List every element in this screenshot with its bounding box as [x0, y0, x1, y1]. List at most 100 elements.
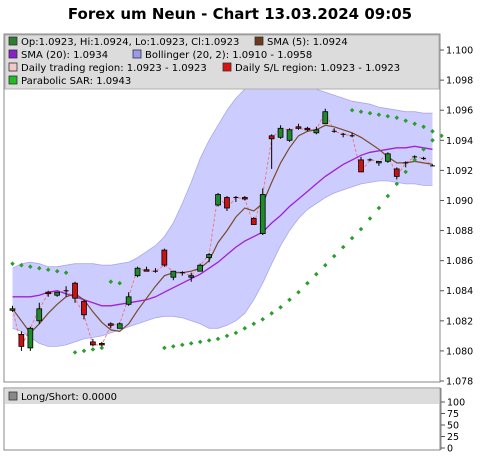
candle-down — [90, 341, 96, 346]
candlestick-layer — [9, 108, 435, 351]
candle-down — [393, 168, 400, 177]
sar-dot — [108, 279, 114, 284]
sar-dot — [251, 321, 257, 327]
candle-up — [277, 127, 284, 138]
sar-dot — [99, 345, 105, 351]
long-short-swatch — [8, 391, 18, 401]
sar-dot — [305, 280, 310, 286]
long-short-tick-label: 25 — [447, 432, 459, 443]
bollinger-band-fill — [12, 77, 433, 347]
sar-dot — [394, 181, 400, 187]
bollinger-lower-line — [12, 180, 433, 347]
legend-label: Op:1.0923, Hi:1.0924, Lo:1.0923, Cl:1.09… — [21, 37, 239, 48]
price-tick-label: 1.096 — [446, 106, 473, 117]
legend-swatch — [254, 36, 264, 46]
sar-dot — [412, 157, 417, 163]
price-tick-label: 1.090 — [446, 196, 473, 207]
sar-dot — [278, 305, 283, 310]
sar-dot — [224, 333, 230, 339]
candle-up — [313, 129, 320, 134]
candle-up — [322, 111, 329, 125]
candle-down — [45, 291, 52, 295]
sar-dot — [206, 338, 212, 343]
price-tick-label: 1.088 — [446, 226, 473, 237]
price-tick-label: 1.086 — [446, 256, 473, 267]
sar-dot — [296, 289, 301, 295]
sar-dot — [269, 311, 274, 316]
price-tick-label: 1.100 — [446, 46, 473, 57]
candle-up — [259, 194, 266, 234]
candle-down — [358, 159, 364, 173]
legend-label: Daily trading region: 1.0923 - 1.0923 — [21, 63, 207, 74]
candle-down — [161, 249, 168, 266]
candle-up — [215, 194, 221, 206]
sma5-line — [12, 124, 433, 334]
candle-down — [72, 282, 78, 299]
candle-up — [170, 270, 177, 278]
long-short-label: Long/Short: 0.0000 — [21, 392, 117, 403]
candle-up — [375, 160, 382, 164]
candle-up — [116, 323, 123, 329]
candle-up — [36, 308, 43, 322]
sar-dot — [394, 115, 400, 120]
sar-dot — [215, 336, 221, 342]
candle-down — [268, 135, 275, 140]
legend-box — [4, 34, 440, 90]
price-tick-label: 1.094 — [446, 136, 473, 147]
long-short-tick-label: 50 — [447, 421, 459, 432]
candle-up — [384, 153, 391, 162]
price-tick-label: 1.098 — [446, 76, 473, 87]
legend-swatch — [8, 62, 18, 72]
price-tick-label: 1.084 — [446, 286, 473, 297]
long-short-tick-label: 100 — [447, 398, 465, 409]
candle-up — [286, 129, 293, 141]
sar-dot — [331, 253, 337, 259]
sar-dot — [180, 342, 185, 348]
price-tick-label: 1.092 — [446, 166, 473, 177]
candle-up — [125, 296, 132, 305]
sar-dot — [323, 262, 328, 268]
sar-dot — [242, 326, 248, 331]
chart-title: Forex um Neun - Chart 13.03.2024 09:05 — [68, 5, 412, 23]
candle-down — [18, 333, 25, 347]
long-short-legend-box — [5, 389, 439, 404]
candle-up — [197, 264, 203, 272]
sar-dot — [314, 271, 319, 277]
candle-down — [304, 127, 311, 131]
legend-swatch — [8, 36, 18, 46]
candle-down — [224, 197, 230, 209]
candle-down — [250, 218, 257, 225]
candle-up — [134, 267, 141, 277]
sar-dot — [171, 344, 176, 349]
candle-up — [9, 308, 16, 311]
legend-label: SMA (5): 1.0924 — [267, 37, 348, 48]
sar-dot — [385, 113, 391, 119]
legend-swatch — [8, 75, 18, 85]
legend-swatch — [132, 49, 142, 59]
sar-dot — [403, 169, 408, 175]
legend-label: SMA (20): 1.0934 — [21, 50, 108, 61]
legend-label: Daily S/L region: 1.0923 - 1.0923 — [235, 63, 400, 74]
bollinger-layer — [12, 76, 433, 347]
legend-label: Bollinger (20, 2): 1.0910 - 1.0958 — [145, 50, 312, 61]
sar-dot — [260, 317, 265, 322]
candle-up — [188, 275, 195, 278]
price-tick-label: 1.078 — [446, 377, 473, 388]
legend-swatch — [8, 49, 18, 59]
candle-up — [206, 254, 212, 259]
sar-dot — [385, 193, 391, 199]
legend: Op:1.0923, Hi:1.0924, Lo:1.0923, Cl:1.09… — [8, 36, 400, 87]
legend-swatch — [222, 62, 232, 72]
legend-label: Parabolic SAR: 1.0943 — [21, 76, 131, 87]
candle-down — [295, 126, 302, 129]
candle-up — [27, 327, 34, 349]
candle-down — [81, 300, 87, 316]
long-short-tick-label: 75 — [447, 409, 459, 420]
candle-down — [107, 323, 114, 326]
sar-dot — [287, 297, 292, 303]
candle-down — [241, 197, 248, 200]
candle-down — [99, 342, 105, 346]
candle-up — [54, 291, 61, 296]
